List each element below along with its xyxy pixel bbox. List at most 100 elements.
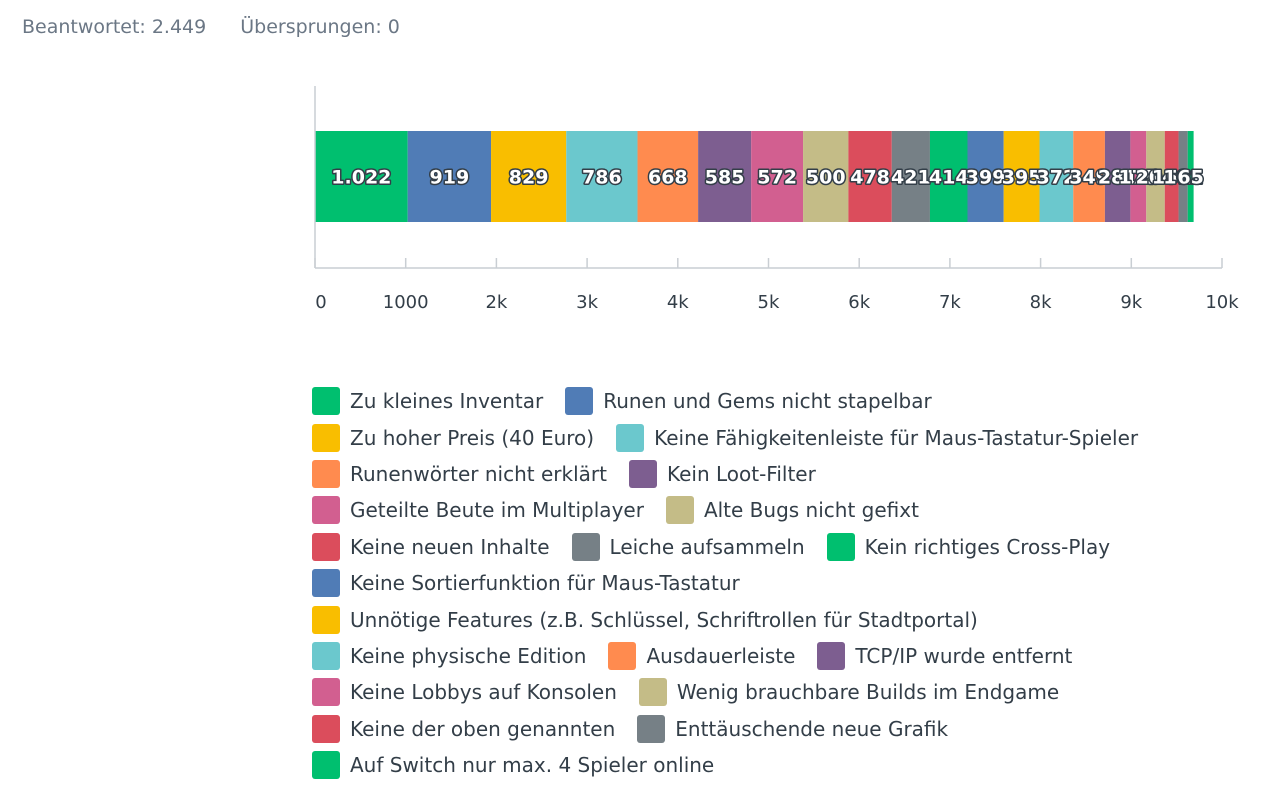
- legend-swatch: [571, 532, 600, 561]
- bar-value-label-20: 101: [1163, 167, 1203, 189]
- bar-segment-20[interactable]: [1178, 131, 1188, 222]
- legend-label: TCP/IP wurde entfernt: [855, 643, 1073, 668]
- bar-segment-12[interactable]: [967, 131, 1004, 222]
- legend-item-16[interactable]: TCP/IP wurde entfernt: [817, 641, 1073, 670]
- bar-segment-9[interactable]: [848, 131, 892, 222]
- legend-label: Zu hoher Preis (40 Euro): [350, 425, 595, 450]
- bars-layer: [315, 131, 1194, 222]
- bar-value-label-19: 152: [1152, 167, 1192, 189]
- x-tick-label: 6k: [848, 292, 870, 313]
- bar-value-label-17: 175: [1118, 167, 1158, 189]
- legend-item-5[interactable]: Runenwörter nicht erklärt: [312, 459, 607, 488]
- legend-label: Leiche aufsammeln: [609, 534, 805, 559]
- legend-row: Auf Switch nur max. 4 Spieler online: [312, 747, 1252, 783]
- x-axis: 0 1000 2k 3k 4k 5k 6k 7k 8k 9k 10k: [314, 86, 1239, 313]
- legend-label: Unnötige Features (z.B. Schlüssel, Schri…: [350, 607, 978, 632]
- legend-item-12[interactable]: Keine Sortierfunktion für Maus-Tastatur: [312, 569, 740, 598]
- stacked-bar-chart: 1.022 919 829 786 668 585 572 500 478 42141439939…: [314, 86, 1239, 313]
- legend-row: Keine Sortierfunktion für Maus-Tastatur: [312, 565, 1252, 601]
- bar-labels-layer: 1.022 919 829 786 668 585 572 500 478 42141439939…: [330, 165, 1206, 190]
- x-tick-label: 2k: [485, 292, 507, 313]
- bar-segment-5[interactable]: [637, 131, 699, 222]
- bar-value-label-18: 204: [1136, 167, 1176, 189]
- bar-value-label-8: 500: [806, 167, 846, 189]
- legend-label: Zu kleines Inventar: [350, 389, 544, 414]
- bar-segment-1[interactable]: [315, 131, 408, 222]
- bar-value-label-11: 414: [929, 167, 969, 189]
- legend-swatch: [312, 459, 340, 488]
- legend-label: Runen und Gems nicht stapelbar: [603, 389, 932, 414]
- legend-item-11[interactable]: Kein richtiges Cross-Play: [826, 532, 1111, 561]
- bar-segment-7[interactable]: [751, 131, 804, 222]
- x-tick-label: 3k: [576, 292, 598, 313]
- x-tick-label: 5k: [758, 292, 780, 313]
- bar-segment-17[interactable]: [1130, 131, 1147, 222]
- legend-swatch: [665, 496, 694, 525]
- legend-row: Zu kleines Inventar Runen und Gems nicht …: [312, 383, 1252, 419]
- bar-segment-4[interactable]: [566, 131, 638, 222]
- skipped-count: Übersprungen: 0: [240, 16, 400, 38]
- legend-label: Kein Loot-Filter: [666, 461, 816, 486]
- x-tick-label: 4k: [667, 292, 689, 313]
- legend-label: Wenig brauchbare Builds im Endgame: [676, 680, 1060, 705]
- bar-segment-14[interactable]: [1039, 131, 1074, 222]
- bar-segment-21[interactable]: [1187, 131, 1194, 222]
- bar-segment-2[interactable]: [407, 131, 492, 222]
- legend-item-15[interactable]: Ausdauerleiste: [608, 641, 795, 670]
- bar-value-label-6: 585: [705, 167, 745, 189]
- legend-item-8[interactable]: Alte Bugs nicht gefixt: [665, 496, 919, 525]
- bar-value-label-5: 668: [648, 167, 688, 189]
- bar-value-label-3: 829: [509, 167, 549, 189]
- bar-segment-10[interactable]: [891, 131, 930, 222]
- legend-row: Unnötige Features (z.B. Schlüssel, Schri…: [312, 601, 1252, 637]
- legend-swatch: [312, 569, 340, 598]
- legend-item-2[interactable]: Runen und Gems nicht stapelbar: [565, 387, 932, 416]
- legend-item-10[interactable]: Leiche aufsammeln: [571, 532, 805, 561]
- legend-label: Geteilte Beute im Multiplayer: [350, 498, 644, 523]
- legend-item-13[interactable]: Unnötige Features (z.B. Schlüssel, Schri…: [312, 605, 978, 634]
- legend-row: Keine neuen Inhalte Leiche aufsammeln Kein…: [312, 529, 1252, 565]
- bar-segment-15[interactable]: [1073, 131, 1105, 222]
- bar-segment-6[interactable]: [698, 131, 752, 222]
- legend-item-19[interactable]: Keine der oben genannten: [312, 714, 615, 743]
- answered-count: Beantwortet: 2.449: [22, 16, 206, 38]
- legend-item-18[interactable]: Wenig brauchbare Builds im Endgame: [638, 678, 1060, 707]
- bar-segment-11[interactable]: [929, 131, 968, 222]
- legend-label: Keine Sortierfunktion für Maus-Tastatur: [350, 571, 740, 596]
- legend-item-1[interactable]: Zu kleines Inventar: [312, 387, 544, 416]
- legend-row: Keine Lobbys auf Konsolen Wenig brauchbar…: [312, 674, 1252, 710]
- legend-item-3[interactable]: Zu hoher Preis (40 Euro): [312, 423, 595, 452]
- bar-segment-8[interactable]: [803, 131, 849, 222]
- legend-swatch: [312, 605, 340, 634]
- legend-swatch: [638, 678, 667, 707]
- answered-label: Beantwortet:: [22, 16, 146, 38]
- legend-row: Geteilte Beute im Multiplayer Alte Bugs n…: [312, 492, 1252, 528]
- legend-label: Kein richtiges Cross-Play: [864, 534, 1111, 559]
- legend-swatch: [312, 714, 340, 743]
- legend-swatch: [312, 387, 340, 416]
- legend-item-21[interactable]: Auf Switch nur max. 4 Spieler online: [312, 751, 714, 780]
- bar-value-label-4: 786: [582, 167, 622, 189]
- legend-label: Enttäuschende neue Grafik: [675, 716, 949, 741]
- x-tick-label: 7k: [939, 292, 961, 313]
- bar-segment-18[interactable]: [1146, 131, 1165, 222]
- bar-segment-3[interactable]: [491, 131, 567, 222]
- legend-item-14[interactable]: Keine physische Edition: [312, 641, 586, 670]
- legend-item-4[interactable]: Keine Fähigkeitenleiste für Maus-Tastatu…: [616, 423, 1139, 452]
- legend-item-17[interactable]: Keine Lobbys auf Konsolen: [312, 678, 617, 707]
- bar-segment-16[interactable]: [1104, 131, 1131, 222]
- legend-item-20[interactable]: Enttäuschende neue Grafik: [637, 714, 949, 743]
- legend-row: Keine der oben genannten Enttäuschende ne…: [312, 711, 1252, 747]
- skipped-label: Übersprungen:: [240, 16, 382, 38]
- legend-item-7[interactable]: Geteilte Beute im Multiplayer: [312, 496, 644, 525]
- bar-segment-19[interactable]: [1164, 131, 1179, 222]
- legend-label: Keine Fähigkeitenleiste für Maus-Tastatu…: [654, 425, 1139, 450]
- legend-swatch: [312, 641, 340, 670]
- legend-item-9[interactable]: Keine neuen Inhalte: [312, 532, 550, 561]
- legend-item-6[interactable]: Kein Loot-Filter: [628, 459, 816, 488]
- legend-label: Runenwörter nicht erklärt: [350, 461, 607, 486]
- legend-label: Keine Lobbys auf Konsolen: [350, 680, 617, 705]
- bar-segment-13[interactable]: [1003, 131, 1040, 222]
- skipped-value: 0: [387, 16, 400, 38]
- legend-swatch: [616, 423, 645, 452]
